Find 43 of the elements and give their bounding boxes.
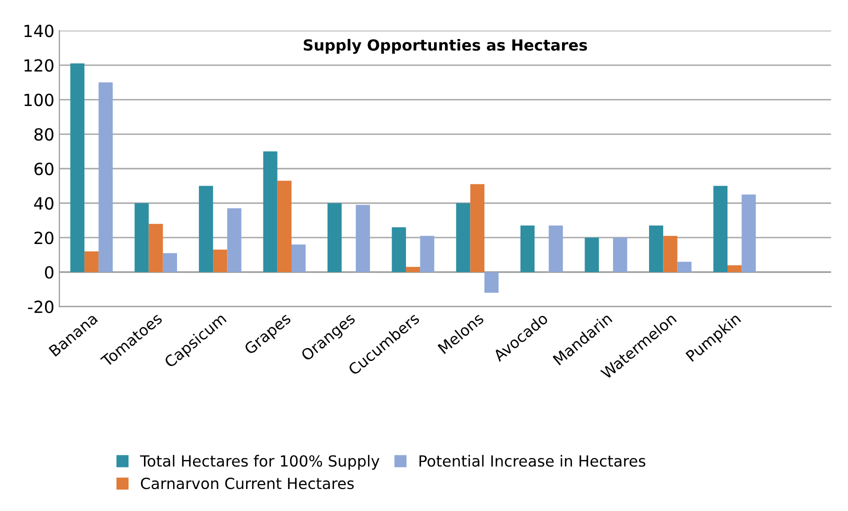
bar [263,151,278,272]
bar [420,236,434,272]
bar [548,226,563,272]
legend-label: Carnarvon Current Hectares [140,478,354,490]
bar [742,194,756,272]
bar [134,203,149,272]
bar [520,226,535,272]
y-tick-label: 40 [34,197,54,210]
text: Supply Opportunties as Hectares [304,38,588,54]
bar [649,226,664,272]
bar [470,184,484,272]
bar [613,238,628,272]
bar [713,186,728,272]
y-tick-label: 100 [24,94,54,106]
bar [277,180,292,272]
bar [406,266,420,272]
bar [227,208,242,272]
legend-label: Potential Increase in Hectares [420,454,646,467]
bar [328,203,342,272]
bar [98,82,113,272]
y-tick-label: 0 [44,266,54,279]
y-tick-label: 60 [34,162,54,176]
y-tick-label: 80 [34,128,54,141]
legend-label: Total Hectares for 100% Supply [140,454,380,470]
bar [292,244,306,272]
bar [456,203,470,272]
bar [728,265,742,272]
bar [213,250,228,272]
y-tick-label: 140 [24,24,54,38]
bar [356,204,370,272]
bar [84,251,99,272]
bar [484,272,499,293]
y-tick-label: 120 [24,59,54,72]
bar [148,224,163,272]
bar [392,227,406,272]
bar [584,238,599,272]
bar [677,262,692,272]
bar [663,236,678,272]
bar [162,253,178,272]
y-tick-label: -20 [28,300,54,314]
bar [70,63,84,272]
bar [198,186,214,272]
y-tick-label: 20 [34,232,54,244]
